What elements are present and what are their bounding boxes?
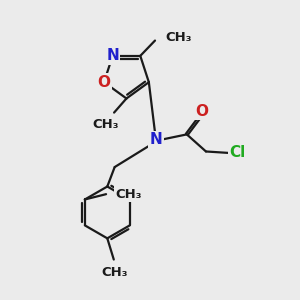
Text: N: N (106, 48, 119, 63)
Text: CH₃: CH₃ (93, 118, 119, 131)
Text: CH₃: CH₃ (101, 266, 128, 279)
Text: O: O (98, 75, 110, 90)
Text: CH₃: CH₃ (116, 188, 142, 201)
Text: N: N (149, 132, 162, 147)
Text: CH₃: CH₃ (165, 31, 192, 44)
Text: Cl: Cl (229, 146, 245, 160)
Text: O: O (195, 104, 208, 119)
